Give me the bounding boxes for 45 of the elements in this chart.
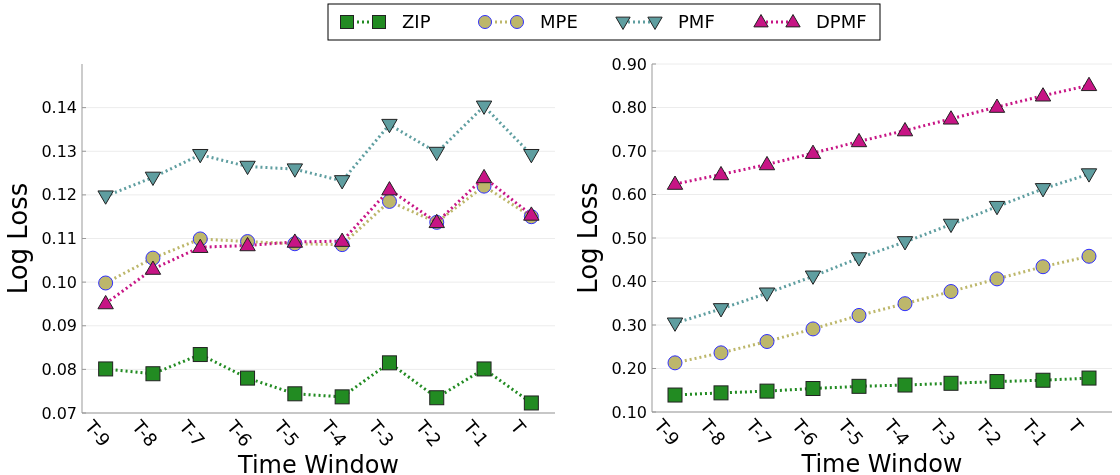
x-tick-label: T-6	[222, 415, 257, 451]
x-tick-label: T	[505, 415, 531, 439]
y-tick-label: 0.07	[41, 403, 77, 423]
y-tick-label: 0.40	[611, 272, 647, 292]
y-tick-label: 0.08	[41, 359, 77, 379]
x-tick-label: T-2	[411, 415, 446, 451]
y-tick-label: 0.12	[41, 185, 77, 205]
x-tick-label: T-3	[925, 414, 960, 450]
legend-label: ZIP	[402, 11, 431, 33]
y-tick-label: 0.09	[41, 316, 77, 336]
legend-label: MPE	[540, 11, 578, 33]
x-tick-label: T-7	[741, 414, 776, 450]
x-tick-label: T-8	[127, 415, 162, 451]
y-tick-label: 0.60	[611, 185, 647, 205]
x-tick-label: T-8	[695, 414, 730, 450]
x-tick-label: T-1	[1017, 414, 1052, 450]
y-tick-label: 0.70	[611, 141, 647, 161]
x-axis-title: Time Window	[237, 451, 399, 475]
legend-label: PMF	[678, 11, 715, 33]
x-tick-label: T-9	[649, 414, 684, 450]
y-tick-label: 0.14	[41, 98, 77, 118]
y-axis-title: Log Loss	[3, 182, 33, 295]
x-tick-label: T-5	[833, 414, 868, 450]
x-tick-label: T-2	[971, 414, 1006, 450]
y-tick-label: 0.90	[611, 54, 647, 74]
x-tick-label: T-3	[364, 415, 399, 451]
y-tick-label: 0.10	[611, 402, 647, 422]
y-tick-label: 0.10	[41, 272, 77, 292]
x-tick-label: T-7	[174, 415, 210, 451]
x-tick-label: T-4	[316, 415, 352, 451]
x-tick-label: T	[1063, 414, 1089, 438]
x-tick-label: T-4	[879, 414, 914, 450]
y-tick-label: 0.30	[611, 315, 647, 335]
x-tick-label: T-6	[787, 414, 822, 450]
y-tick-label: 0.20	[611, 359, 647, 379]
x-tick-label: T-9	[80, 415, 115, 451]
y-axis-title: Log Loss	[573, 182, 603, 294]
x-tick-label: T-1	[458, 415, 493, 451]
x-tick-label: T-5	[269, 415, 304, 451]
y-tick-label: 0.50	[611, 228, 647, 248]
y-tick-label: 0.80	[611, 98, 647, 118]
y-tick-label: 0.11	[41, 229, 77, 249]
y-tick-label: 0.13	[41, 141, 77, 161]
x-axis-title: Time Window	[800, 450, 963, 475]
legend-label: DPMF	[816, 11, 867, 33]
